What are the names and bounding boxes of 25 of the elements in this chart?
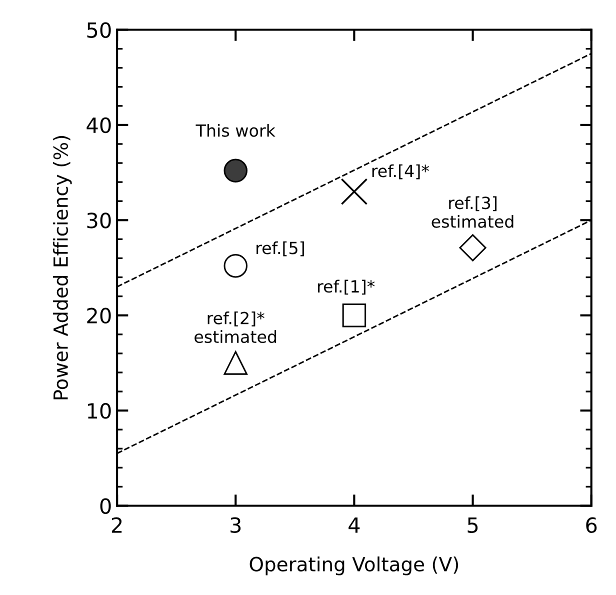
point: [342, 303, 366, 328]
y-tick-label: 40: [86, 117, 111, 134]
x-tick-label: 2: [112, 517, 122, 533]
series-label: ref.[2]* estimated: [194, 311, 276, 344]
y-tick-label: 50: [87, 22, 111, 38]
point: [224, 351, 248, 375]
point: [224, 158, 248, 183]
x-tick-label: 4: [348, 518, 360, 533]
series-label: This work: [196, 124, 276, 137]
y-tick-label: 20: [87, 308, 111, 324]
point: [459, 234, 486, 262]
y-tick-label: 10: [88, 403, 111, 419]
x-tick-label: 3: [230, 517, 241, 533]
x-tick-label: 5: [468, 518, 478, 533]
x-axis-title: Operating Voltage (V): [250, 556, 458, 576]
x-tick-label: 6: [586, 517, 597, 533]
point: [224, 254, 248, 278]
y-tick-label: 30: [87, 212, 111, 228]
series-label: ref.[3] estimated: [432, 196, 514, 228]
series-label: ref.[4]*: [372, 164, 429, 180]
point: [340, 178, 368, 205]
y-axis-title: Power Added Efficiency (%): [52, 136, 72, 400]
y-tick-label: 0: [100, 498, 111, 514]
series-label: ref.[1]*: [318, 280, 375, 295]
series-label: ref.[5]: [256, 241, 304, 256]
